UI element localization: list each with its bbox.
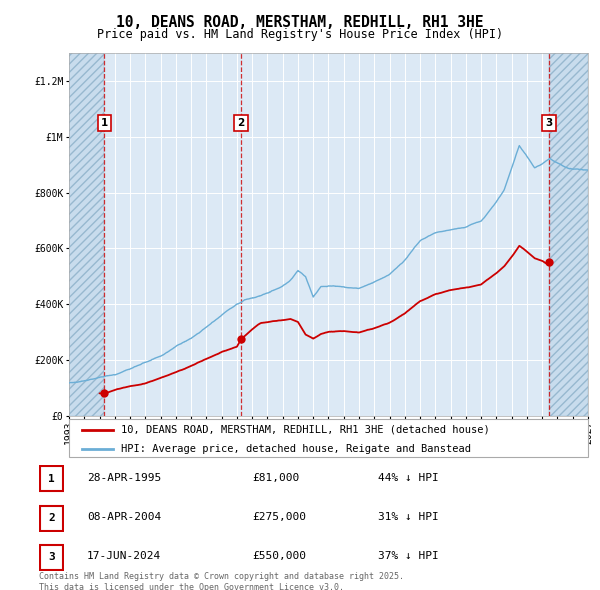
Text: HPI: Average price, detached house, Reigate and Banstead: HPI: Average price, detached house, Reig… (121, 444, 471, 454)
Text: £275,000: £275,000 (252, 512, 306, 522)
Text: 08-APR-2004: 08-APR-2004 (87, 512, 161, 522)
FancyBboxPatch shape (40, 466, 63, 491)
Bar (549, 53, 588, 416)
FancyBboxPatch shape (40, 506, 63, 531)
Bar (69, 53, 104, 416)
Text: 10, DEANS ROAD, MERSTHAM, REDHILL, RH1 3HE (detached house): 10, DEANS ROAD, MERSTHAM, REDHILL, RH1 3… (121, 425, 490, 435)
Text: 2: 2 (48, 513, 55, 523)
Text: 1: 1 (101, 118, 108, 128)
Text: £81,000: £81,000 (252, 473, 299, 483)
FancyBboxPatch shape (40, 545, 63, 570)
Text: 10, DEANS ROAD, MERSTHAM, REDHILL, RH1 3HE: 10, DEANS ROAD, MERSTHAM, REDHILL, RH1 3… (116, 15, 484, 30)
Text: 3: 3 (545, 118, 553, 128)
Text: 2: 2 (238, 118, 245, 128)
Text: 17-JUN-2024: 17-JUN-2024 (87, 551, 161, 561)
FancyBboxPatch shape (69, 419, 588, 457)
Text: Contains HM Land Registry data © Crown copyright and database right 2025.
This d: Contains HM Land Registry data © Crown c… (39, 572, 404, 590)
Text: £550,000: £550,000 (252, 551, 306, 561)
Text: Price paid vs. HM Land Registry's House Price Index (HPI): Price paid vs. HM Land Registry's House … (97, 28, 503, 41)
Text: 31% ↓ HPI: 31% ↓ HPI (378, 512, 439, 522)
Bar (549, 53, 588, 416)
Bar (69, 53, 104, 416)
Text: 37% ↓ HPI: 37% ↓ HPI (378, 551, 439, 561)
Text: 3: 3 (48, 552, 55, 562)
Text: 28-APR-1995: 28-APR-1995 (87, 473, 161, 483)
Text: 1: 1 (48, 474, 55, 484)
Text: 44% ↓ HPI: 44% ↓ HPI (378, 473, 439, 483)
